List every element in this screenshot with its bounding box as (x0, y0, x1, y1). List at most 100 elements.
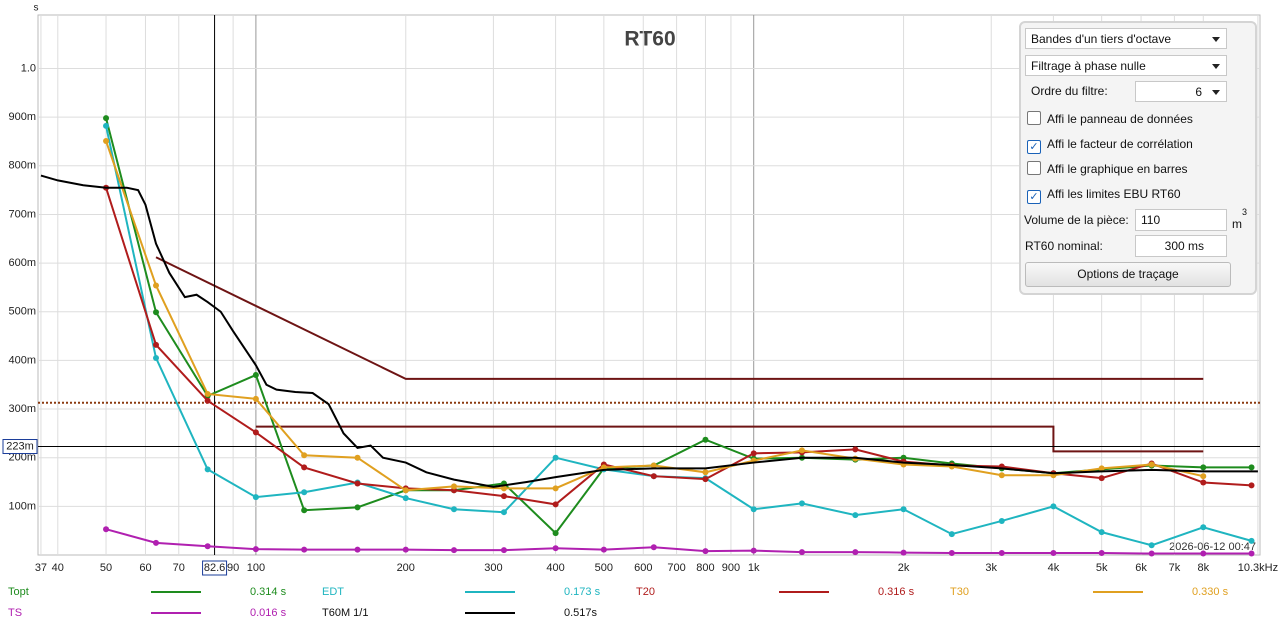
point (1200, 479, 1207, 486)
legend-value: 0.314 s (250, 586, 287, 598)
point (750, 450, 757, 457)
point (153, 282, 160, 289)
nominal-input[interactable]: 300 ms (1135, 235, 1227, 257)
y-unit: s (34, 3, 39, 14)
x-tick-label: 800 (696, 562, 714, 574)
point (600, 546, 607, 553)
point (252, 429, 259, 436)
legend-name: T60M 1/1 (322, 607, 368, 619)
checkbox[interactable]: ✓ (1027, 140, 1041, 154)
point (852, 512, 859, 519)
point (500, 547, 507, 554)
point (354, 454, 361, 461)
point (252, 494, 259, 501)
x-tick-label: 7k (1169, 562, 1181, 574)
point (1098, 465, 1105, 472)
x-tick-label: 37 (35, 562, 47, 574)
point (500, 509, 507, 516)
point (650, 462, 657, 469)
timestamp: 2026-06-12 00:47 (1169, 541, 1256, 553)
y-tick-label: 500m (8, 306, 36, 318)
legend-value: 0.316 s (878, 586, 915, 598)
unit: m (1232, 217, 1242, 231)
nominal-label: RT60 nominal: (1025, 239, 1103, 253)
point (1098, 550, 1105, 557)
legend-value: 0.330 s (1192, 586, 1229, 598)
point (1148, 461, 1155, 468)
x-tick-label: 8k (1197, 562, 1209, 574)
checkbox-row[interactable]: ✓ Affi les limites EBU RT60 (1027, 184, 1181, 204)
point (301, 507, 308, 514)
checkbox-label: Affi le panneau de données (1047, 112, 1193, 126)
point (354, 504, 361, 511)
checkbox-row[interactable]: ✓ Affi le facteur de corrélation (1027, 134, 1193, 154)
x-tick-label: 70 (173, 562, 185, 574)
point (702, 436, 709, 443)
point (402, 546, 409, 553)
checkbox-row[interactable]: Affi le panneau de données (1027, 109, 1193, 129)
filter-select[interactable]: Filtrage à phase nulle (1025, 55, 1227, 76)
y-tick-label: 200m (8, 452, 36, 464)
x-tick-label: 900 (722, 562, 740, 574)
point (354, 546, 361, 553)
order-select[interactable]: 6 (1135, 81, 1227, 102)
x-tick-label: 1k (748, 562, 760, 574)
x-tick-label: 200 (397, 562, 415, 574)
point (1248, 464, 1255, 471)
point (702, 476, 709, 483)
point (948, 531, 955, 538)
order-label: Ordre du filtre: (1031, 84, 1108, 98)
point (1200, 550, 1207, 557)
checkbox[interactable] (1027, 161, 1041, 175)
point (1050, 550, 1057, 557)
point (252, 395, 259, 402)
series-line (105, 528, 1252, 555)
options-button[interactable]: Options de traçage (1025, 262, 1231, 287)
legend-name: T30 (950, 586, 969, 598)
point (450, 547, 457, 554)
checkbox-row[interactable]: Affi le graphique en barres (1027, 159, 1188, 179)
point (500, 485, 507, 492)
point (204, 466, 211, 473)
volume-unit: m3 (1232, 207, 1247, 231)
cursor-y-label: 223m (6, 440, 34, 452)
point (1248, 482, 1255, 489)
y-tick-label: 400m (8, 354, 36, 366)
point (552, 485, 559, 492)
point (650, 473, 657, 480)
legend-name: Topt (8, 586, 29, 598)
point (103, 122, 110, 129)
x-tick-label: 300 (484, 562, 502, 574)
x-tick-label: 4k (1048, 562, 1060, 574)
point (354, 480, 361, 487)
unit-exp: 3 (1242, 207, 1248, 217)
point (702, 469, 709, 476)
point (402, 495, 409, 502)
y-tick-label: 700m (8, 208, 36, 220)
cursor-x-label: 82.6 (204, 562, 225, 574)
point (1148, 550, 1155, 557)
point (750, 547, 757, 554)
point (998, 517, 1005, 524)
checkbox[interactable]: ✓ (1027, 190, 1041, 204)
point (301, 546, 308, 553)
point (1098, 475, 1105, 482)
point (103, 526, 110, 533)
point (852, 549, 859, 556)
point (998, 472, 1005, 479)
point (1148, 542, 1155, 549)
band-select[interactable]: Bandes d'un tiers d'octave (1025, 28, 1227, 49)
y-tick-label: 1.0 (21, 62, 36, 74)
chart-title: RT60 (624, 28, 675, 51)
series-line (40, 174, 1258, 488)
point (252, 372, 259, 378)
checkbox-label: Affi le facteur de corrélation (1047, 137, 1193, 151)
volume-input[interactable]: 110 (1135, 209, 1227, 231)
point (798, 549, 805, 556)
point (552, 501, 559, 508)
point (301, 464, 308, 471)
point (1248, 537, 1255, 544)
volume-label: Volume de la pièce: (1024, 213, 1129, 227)
checkbox[interactable] (1027, 111, 1041, 125)
